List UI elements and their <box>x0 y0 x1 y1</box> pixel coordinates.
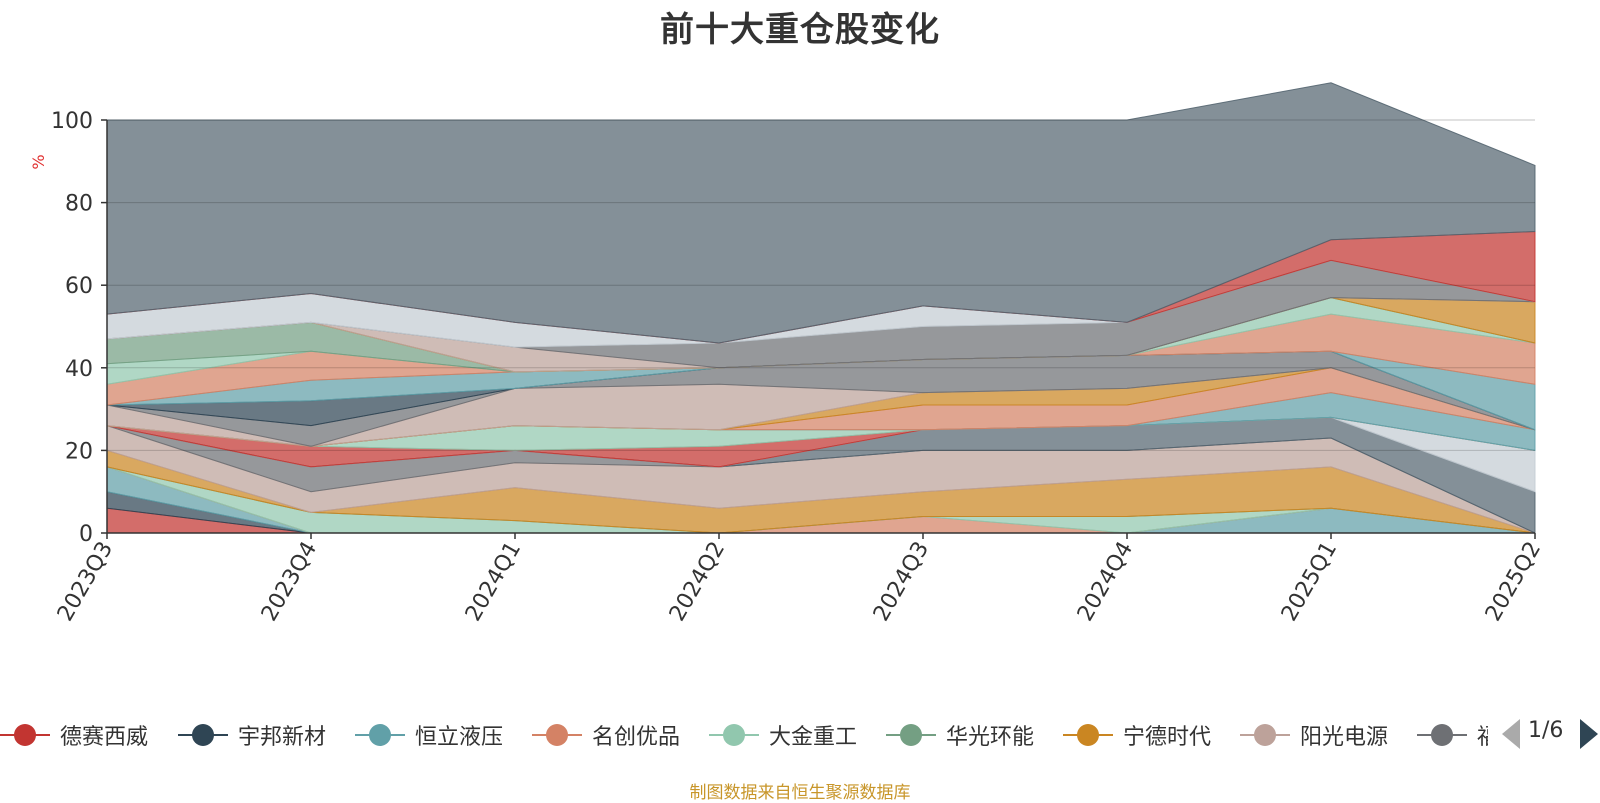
y-tick-label: 100 <box>51 109 93 134</box>
y-tick-label: 20 <box>65 439 93 464</box>
x-tick-label: 2024Q1 <box>461 538 526 626</box>
chart-title: 前十大重仓股变化 <box>660 10 940 50</box>
legend-item[interactable]: 恒立液压 <box>355 720 503 750</box>
legend-marker-icon <box>1063 720 1113 750</box>
legend-marker-icon <box>709 720 759 750</box>
y-tick-label: 80 <box>65 192 93 217</box>
legend-marker-icon <box>178 720 228 750</box>
legend-label: 福 <box>1477 719 1488 751</box>
y-tick-label: 60 <box>65 274 93 299</box>
y-tick-label: 0 <box>79 522 93 547</box>
legend-item[interactable]: 德赛西威 <box>0 720 148 750</box>
legend-label: 名创优品 <box>592 725 681 750</box>
legend-label: 华光环能 <box>946 725 1035 750</box>
x-tick-label: 2024Q3 <box>869 538 934 626</box>
legend: 德赛西威 宇邦新材 恒立液压 名创优品 大金重工 华光环能 宁德时代 阳光电源 福 <box>0 712 1488 758</box>
legend-label: 恒立液压 <box>415 725 504 750</box>
source-note: 制图数据来自恒生聚源数据库 <box>689 783 911 803</box>
legend-label: 大金重工 <box>769 725 858 750</box>
legend-item[interactable]: 宇邦新材 <box>178 720 326 750</box>
legend-marker-icon <box>886 720 936 750</box>
legend-item[interactable]: 福 <box>1417 720 1488 750</box>
pager-prev-icon[interactable] <box>1502 719 1520 749</box>
legend-pager: 1/6 <box>1500 716 1600 752</box>
x-tick-label: 2025Q1 <box>1277 538 1342 626</box>
area-series-group <box>106 82 1536 534</box>
y-axis-label: % <box>29 154 48 169</box>
legend-label: 宇邦新材 <box>238 725 327 750</box>
legend-marker-icon <box>1240 720 1290 750</box>
x-tick-label: 2024Q2 <box>665 538 730 626</box>
area-series-29[interactable] <box>106 82 1536 344</box>
legend-marker-icon <box>1417 720 1467 750</box>
legend-item[interactable]: 阳光电源 <box>1240 720 1388 750</box>
pager-text: 1/6 <box>1528 718 1564 743</box>
x-tick-label: 2025Q2 <box>1481 538 1546 626</box>
legend-item[interactable]: 名创优品 <box>532 720 680 750</box>
legend-item[interactable]: 华光环能 <box>886 720 1034 750</box>
legend-label: 阳光电源 <box>1300 725 1389 750</box>
legend-marker-icon <box>355 720 405 750</box>
legend-label: 德赛西威 <box>60 725 149 750</box>
legend-label: 宁德时代 <box>1123 725 1212 750</box>
legend-marker-icon <box>0 720 50 750</box>
x-tick-label: 2024Q4 <box>1073 538 1138 626</box>
x-tick-label: 2023Q3 <box>53 538 118 626</box>
legend-item[interactable]: 大金重工 <box>709 720 857 750</box>
x-tick-label: 2023Q4 <box>257 538 322 626</box>
y-tick-label: 40 <box>65 357 93 382</box>
pager-next-icon[interactable] <box>1580 719 1598 749</box>
legend-marker-icon <box>532 720 582 750</box>
legend-item[interactable]: 宁德时代 <box>1063 720 1211 750</box>
